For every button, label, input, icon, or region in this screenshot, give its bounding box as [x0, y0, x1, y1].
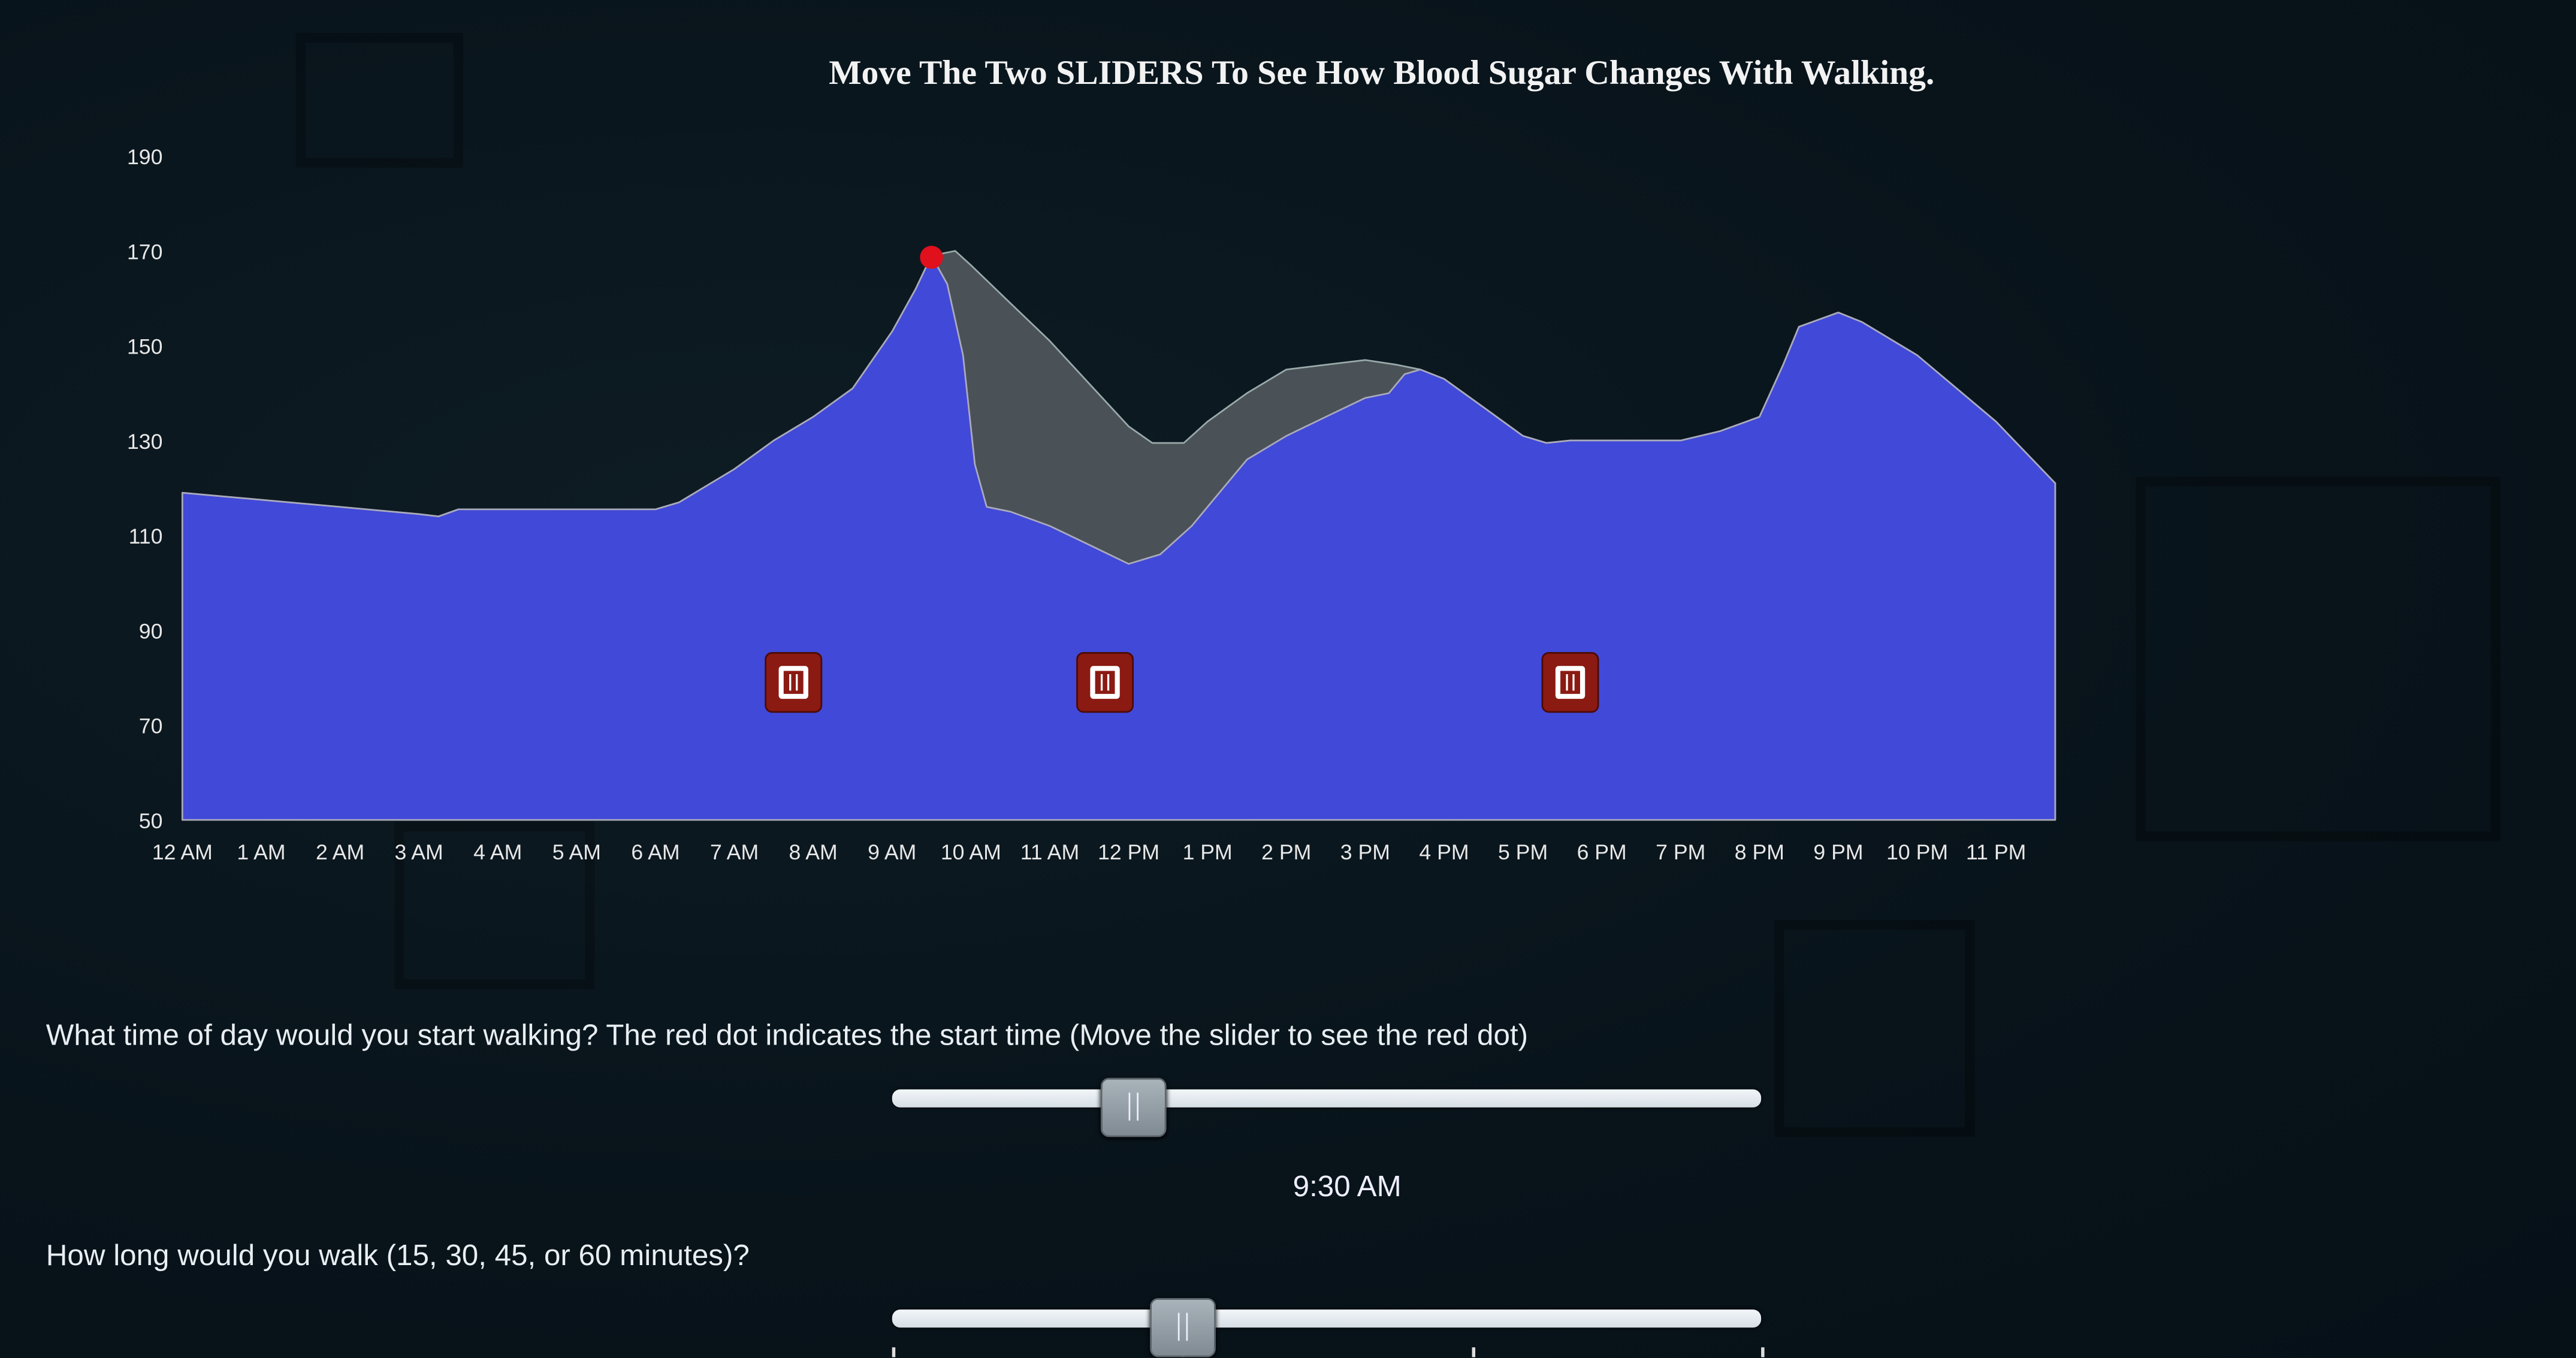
- background-texture: [2136, 476, 2500, 841]
- chart-title: Move The Two SLIDERS To See How Blood Su…: [829, 52, 1935, 92]
- x-tick-label: 9 PM: [1813, 840, 1863, 864]
- duration-slider[interactable]: [892, 1309, 1762, 1328]
- duration-question: How long would you walk (15, 30, 45, or …: [46, 1239, 750, 1272]
- start-time-slider-thumb[interactable]: [1100, 1078, 1167, 1137]
- duration-tick: [892, 1347, 896, 1357]
- duration-tick: [1471, 1347, 1475, 1357]
- x-tick-label: 4 PM: [1419, 840, 1469, 864]
- start-time-slider[interactable]: [892, 1089, 1762, 1107]
- y-tick-label: 110: [129, 524, 163, 548]
- x-tick-label: 12 PM: [1098, 840, 1159, 864]
- background-texture: [295, 32, 464, 168]
- x-tick-label: 1 PM: [1183, 840, 1233, 864]
- x-tick-label: 2 PM: [1261, 840, 1311, 864]
- y-tick-label: 130: [127, 430, 162, 454]
- x-tick-label: 9 AM: [868, 840, 916, 864]
- y-tick-label: 170: [127, 240, 162, 264]
- y-tick-label: 190: [127, 145, 162, 169]
- x-tick-label: 12 AM: [152, 840, 213, 864]
- x-tick-label: 5 PM: [1498, 840, 1548, 864]
- x-tick-label: 7 AM: [710, 840, 759, 864]
- x-tick-label: 10 AM: [941, 840, 1001, 864]
- x-tick-label: 2 AM: [316, 840, 364, 864]
- x-tick-label: 6 PM: [1577, 840, 1627, 864]
- duration-tick: [1761, 1347, 1765, 1357]
- meal-icon-fork-knife: [1095, 671, 1115, 694]
- blood-sugar-chart: 50 70 90 110 130 150 170 190 12 AM 1 AM 2 AM 3 AM 4 …: [127, 145, 2056, 864]
- x-tick-label: 11 PM: [1966, 840, 2026, 864]
- duration-slider-thumb[interactable]: [1150, 1297, 1216, 1357]
- y-tick-label: 70: [139, 714, 163, 738]
- x-tick-label: 5 AM: [552, 840, 601, 864]
- x-tick-label: 11 AM: [1020, 840, 1079, 864]
- y-tick-label: 50: [139, 809, 163, 833]
- start-time-question: What time of day would you start walking…: [46, 1018, 1529, 1052]
- background-texture: [394, 821, 595, 989]
- meal-icon-fork-knife: [1560, 671, 1580, 694]
- x-tick-label: 7 PM: [1656, 840, 1705, 864]
- x-tick-label: 6 AM: [631, 840, 680, 864]
- y-tick-label: 150: [127, 335, 162, 359]
- x-tick-label: 4 AM: [473, 840, 522, 864]
- start-time-value: 9:30 AM: [1292, 1170, 1402, 1203]
- y-tick-label: 90: [139, 619, 163, 643]
- walk-start-red-dot: [920, 246, 943, 269]
- x-tick-label: 1 AM: [237, 840, 285, 864]
- x-tick-label: 3 AM: [395, 840, 443, 864]
- x-tick-label: 8 AM: [789, 840, 838, 864]
- meal-icon-fork-knife: [783, 671, 804, 694]
- x-tick-label: 10 PM: [1886, 840, 1948, 864]
- x-tick-label: 8 PM: [1735, 840, 1784, 864]
- background-texture: [1774, 920, 1975, 1137]
- x-tick-label: 3 PM: [1340, 840, 1390, 864]
